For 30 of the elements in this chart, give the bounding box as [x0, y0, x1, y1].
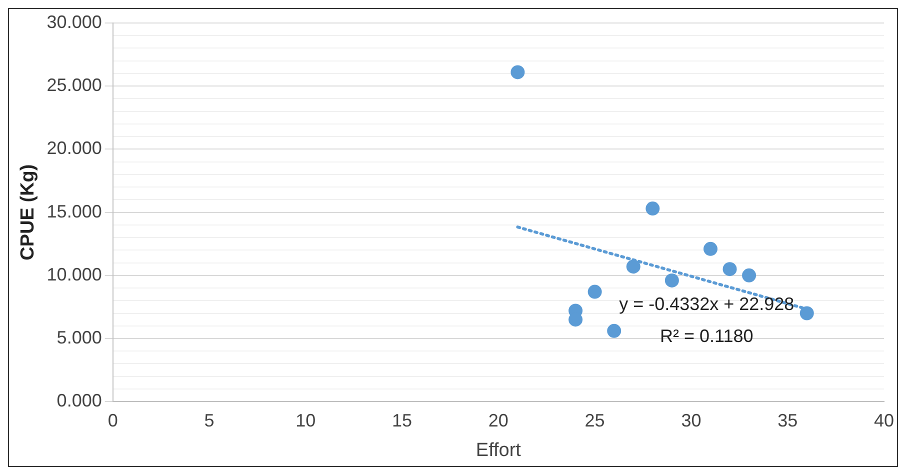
- point: [626, 260, 640, 274]
- annotation: y = -0.4332x + 22.928: [619, 294, 794, 314]
- point: [703, 242, 718, 256]
- x-tick-label: 10: [296, 410, 316, 430]
- y-tick-label: 30.000: [46, 12, 102, 32]
- point: [646, 202, 660, 216]
- point: [664, 273, 679, 288]
- point: [588, 284, 602, 299]
- x-tick-label: 5: [204, 410, 214, 430]
- x-tick-label: 30: [681, 410, 702, 430]
- y-tick-label: 10.000: [46, 264, 102, 284]
- x-tick-label: 40: [874, 410, 894, 430]
- x-tick-label: 15: [392, 410, 412, 430]
- x-tick-label: 0: [108, 410, 118, 430]
- y-tick-label: 15.000: [46, 201, 102, 222]
- x-tick-label: 25: [584, 410, 605, 430]
- point: [742, 268, 756, 282]
- point: [607, 324, 622, 338]
- x-tick-label: 35: [778, 410, 798, 430]
- y-tick-label: 0.000: [56, 390, 102, 411]
- y-axis-title: CPUE (Kg): [18, 164, 39, 260]
- y-tick-label: 5.000: [56, 327, 102, 348]
- point: [510, 65, 525, 80]
- y-tick-label: 20.000: [46, 138, 102, 158]
- x-axis-title: Effort: [476, 440, 522, 461]
- point: [722, 262, 737, 276]
- x-tick-label: 20: [488, 410, 508, 430]
- annotation: R² = 0.1180: [660, 326, 754, 346]
- point: [800, 306, 814, 320]
- y-tick-label: 25.000: [46, 75, 102, 96]
